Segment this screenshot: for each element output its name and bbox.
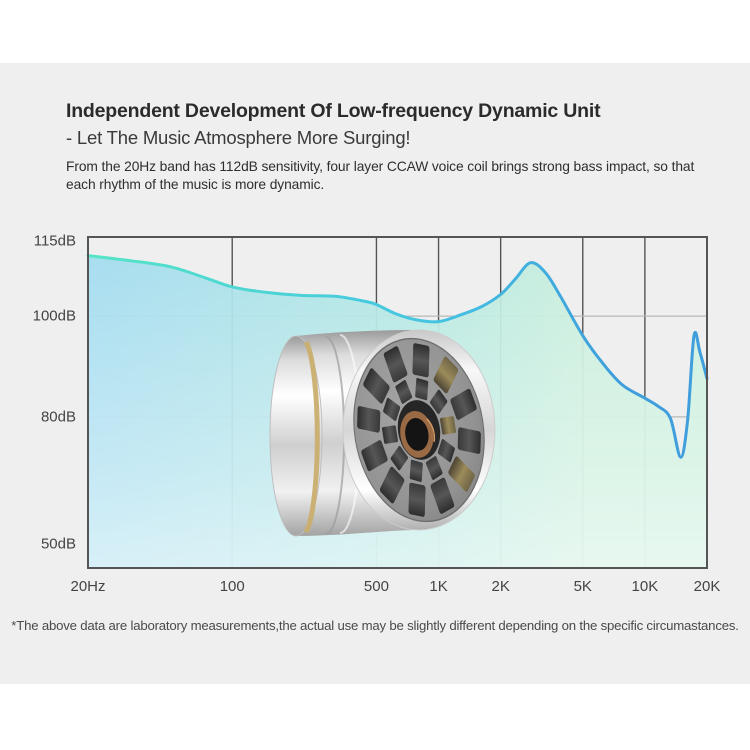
y-tick-label: 50dB <box>40 535 76 553</box>
dynamic-driver-image <box>269 329 496 537</box>
x-tick-label: 100 <box>219 578 245 595</box>
plot-border <box>87 236 708 569</box>
y-tick-label: 115dB <box>33 232 76 250</box>
x-tick-label: 2K <box>491 578 510 595</box>
page-title: Independent Development Of Low-frequency… <box>66 100 601 122</box>
x-tick-label: 500 <box>363 578 389 595</box>
driver-gold-ring <box>303 340 320 534</box>
x-tick-label: 20Hz <box>70 578 106 595</box>
voice-coil <box>400 411 434 458</box>
driver-front-face <box>353 337 485 523</box>
driver-back-cap <box>269 335 323 537</box>
y-tick-label: 80dB <box>40 408 76 426</box>
x-tick-label: 1K <box>429 578 448 595</box>
x-tick-label: 10K <box>631 578 659 595</box>
x-tick-label: 5K <box>573 578 592 595</box>
disclaimer-text: *The above data are laboratory measureme… <box>11 618 739 633</box>
page-subtitle: - Let The Music Atmosphere More Surging! <box>66 127 411 148</box>
description-text: From the 20Hz band has 112dB sensitivity… <box>66 159 695 192</box>
x-tick-label: 20K <box>693 578 721 595</box>
y-tick-label: 100dB <box>32 307 76 325</box>
response-curve <box>86 254 709 459</box>
